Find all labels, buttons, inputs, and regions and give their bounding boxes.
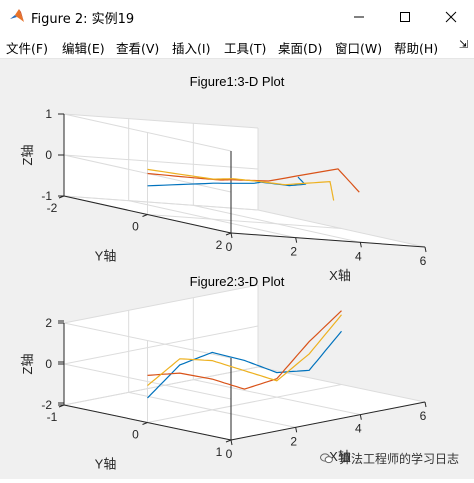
z-tick-label: 1 (45, 107, 52, 121)
grid-line (63, 322, 232, 359)
series-line-3 (147, 314, 342, 387)
x-tick (359, 414, 362, 420)
x-axis-label: X轴 (329, 268, 351, 283)
x-tick-label: 0 (226, 240, 233, 254)
grid-line (63, 363, 232, 400)
menu-window[interactable]: 窗口(W) (335, 41, 383, 56)
y-tick-label: 0 (132, 220, 139, 234)
menu-insert[interactable]: 插入(I) (172, 41, 211, 56)
z-axis-label: Z轴 (20, 145, 35, 166)
maximize-icon (400, 11, 410, 22)
y-tick-label: -2 (47, 201, 58, 215)
grid-line (63, 325, 259, 365)
x-tick-label: 0 (226, 447, 233, 461)
menu-help[interactable]: 帮助(H) (394, 41, 439, 56)
matlab-logo-icon (10, 9, 24, 22)
close-icon (445, 11, 457, 22)
grid-line (147, 384, 342, 423)
x-tick (424, 401, 427, 408)
minimize-button[interactable] (336, 0, 382, 33)
grid-line (147, 214, 342, 229)
watermark: 算法工程师的学习日志 (320, 450, 459, 467)
y-tick-label: 1 (216, 445, 223, 459)
x-tick (295, 237, 298, 243)
y-tick-label: 0 (132, 428, 139, 442)
series-line-1 (147, 330, 342, 399)
y-tick (142, 422, 148, 425)
x-tick-label: 6 (420, 409, 427, 423)
z-tick-label: 0 (45, 148, 52, 162)
x-tick (424, 246, 427, 253)
menu-desktop[interactable]: 桌面(D) (278, 41, 323, 56)
z-tick-label: -1 (41, 189, 52, 203)
menu-bar: 文件(F) 编辑(E) 查看(V) 插入(I) 工具(T) 桌面(D) 窗口(W… (0, 33, 474, 59)
z-axis-label: Z轴 (20, 354, 35, 375)
x-tick-label: 4 (355, 249, 362, 263)
chart-title: Figure1:3-D Plot (190, 74, 285, 89)
grid-line (63, 284, 259, 324)
menu-edit[interactable]: 编辑(E) (62, 41, 105, 56)
x-tick-label: 4 (355, 422, 362, 436)
grid-line (63, 366, 259, 406)
x-axis-line (230, 232, 426, 248)
x-axis-label: X轴 (329, 449, 351, 464)
maximize-button[interactable] (382, 0, 428, 33)
close-button[interactable] (428, 0, 474, 33)
y-tick (225, 232, 232, 236)
grid-line (63, 113, 259, 129)
y-tick (142, 214, 148, 217)
series-line-2 (147, 310, 342, 390)
z-tick-label: 2 (45, 316, 52, 330)
grid-line (63, 154, 259, 170)
y-tick-label: -1 (47, 410, 58, 424)
y-tick-label: 2 (216, 238, 223, 252)
grid-line (63, 195, 259, 211)
chart-title: Figure2:3-D Plot (190, 274, 285, 289)
wechat-icon (320, 453, 333, 464)
x-tick (230, 439, 233, 446)
x-tick-label: 2 (290, 245, 297, 259)
z-tick-label: 0 (45, 357, 52, 371)
x-tick (230, 232, 233, 239)
x-axis-line (230, 401, 426, 441)
watermark-text: 算法工程师的学习日志 (339, 452, 460, 466)
menu-view[interactable]: 查看(V) (116, 41, 160, 56)
double-arrow-icon[interactable]: ⇲ (459, 38, 469, 51)
window-title: Figure 2: 实例19 (31, 12, 135, 27)
y-axis-label: Y轴 (95, 457, 117, 472)
axes-1 (58, 113, 427, 253)
y-axis-label: Y轴 (95, 249, 117, 264)
axes-2 (58, 284, 427, 446)
menu-tools[interactable]: 工具(T) (224, 41, 267, 56)
x-tick-label: 6 (420, 254, 427, 268)
x-tick-label: 2 (290, 434, 297, 448)
grid-line (63, 113, 232, 152)
window-titlebar: Figure 2: 实例19 (0, 0, 474, 33)
z-tick-label: -2 (41, 398, 52, 412)
y-tick (225, 439, 232, 443)
series-line-2 (147, 168, 360, 193)
minimize-icon (354, 16, 364, 17)
x-tick (295, 427, 298, 433)
menu-file[interactable]: 文件(F) (6, 41, 48, 56)
figure-canvas: 0 2 4 6 -2 0 2 -1 0 1 X轴 Y轴 Z轴 Figure1:3-D Plot 0 2 4 6 -1… (0, 59, 474, 479)
x-tick (359, 242, 362, 248)
series-line-3 (147, 168, 335, 201)
